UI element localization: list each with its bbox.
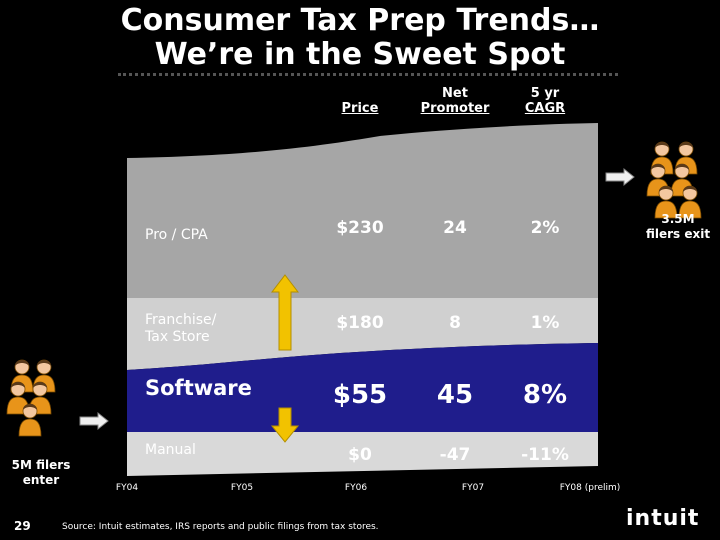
- x-tick-label: FY04: [116, 483, 138, 493]
- area-manual: [127, 432, 598, 476]
- manual-cagr: -11%: [521, 445, 569, 465]
- label-franchise-line2: Tax Store: [145, 329, 210, 345]
- filers-enter-people-icon: [6, 359, 56, 437]
- filers-enter-note: 5M filers enter: [0, 458, 82, 488]
- label-manual: Manual: [145, 442, 196, 458]
- cagr-header-line2: CAGR: [524, 101, 566, 116]
- filers-exit-line2: filers exit: [645, 227, 711, 241]
- filers-exit-people-icon: [646, 141, 702, 219]
- filers-exit-note: 3.5M filers exit: [636, 212, 720, 242]
- x-tick-label: FY08 (prelim): [560, 483, 621, 493]
- net-promoter-header-line1: Net: [442, 86, 468, 101]
- pro-cpa-price: $230: [336, 218, 384, 238]
- title-line-2: We’re in the Sweet Spot: [154, 37, 566, 72]
- shift-up-arrow: [270, 274, 300, 351]
- person-icon: [654, 185, 678, 219]
- franchise-price: $180: [336, 313, 384, 333]
- label-pro-cpa: Pro / CPA: [145, 227, 208, 243]
- franchise-net-promoter: 8: [449, 313, 461, 333]
- area-franchise-tax-store: [127, 298, 598, 370]
- manual-net-promoter: -47: [439, 445, 471, 465]
- label-franchise-line1: Franchise/: [145, 312, 217, 328]
- x-tick-label: FY06: [345, 483, 367, 493]
- software-cagr: 8%: [522, 380, 568, 410]
- intuit-logo: intuit: [626, 506, 700, 531]
- software-net-promoter: 45: [436, 380, 474, 410]
- franchise-cagr: 1%: [530, 313, 560, 333]
- source-note: Source: Intuit estimates, IRS reports an…: [62, 522, 379, 532]
- net-promoter-header-line2: Promoter: [420, 101, 490, 116]
- filers-exit-line1: 3.5M: [661, 212, 695, 226]
- pro-cpa-net-promoter: 24: [443, 218, 467, 238]
- x-tick-label: FY07: [462, 483, 484, 493]
- title-divider: [118, 73, 618, 76]
- cagr-column-header: 5 yr CAGR: [505, 86, 585, 116]
- slide-number: 29: [14, 519, 31, 533]
- filers-enter-line2: enter: [22, 473, 60, 487]
- person-icon: [18, 403, 42, 437]
- exit-arrow: [605, 167, 635, 187]
- label-franchise: Franchise/ Tax Store: [145, 312, 216, 346]
- price-column-header: Price: [341, 101, 379, 116]
- x-tick-label: FY05: [231, 483, 253, 493]
- pro-cpa-cagr: 2%: [530, 218, 560, 238]
- area-software: [127, 343, 598, 432]
- person-icon: [6, 381, 30, 415]
- manual-price: $0: [348, 445, 372, 465]
- software-price: $55: [332, 380, 388, 410]
- shift-down-arrow: [270, 407, 300, 443]
- net-promoter-column-header: Net Promoter: [410, 86, 500, 116]
- filers-enter-line1: 5M filers: [11, 458, 71, 472]
- enter-arrow: [79, 411, 109, 431]
- slide-title: Consumer Tax Prep Trends… We’re in the S…: [0, 4, 720, 72]
- title-line-1: Consumer Tax Prep Trends…: [120, 3, 600, 38]
- label-software: Software: [145, 376, 252, 400]
- person-icon: [678, 185, 702, 219]
- cagr-header-line1: 5 yr: [530, 86, 560, 101]
- area-pro-cpa: [127, 123, 598, 298]
